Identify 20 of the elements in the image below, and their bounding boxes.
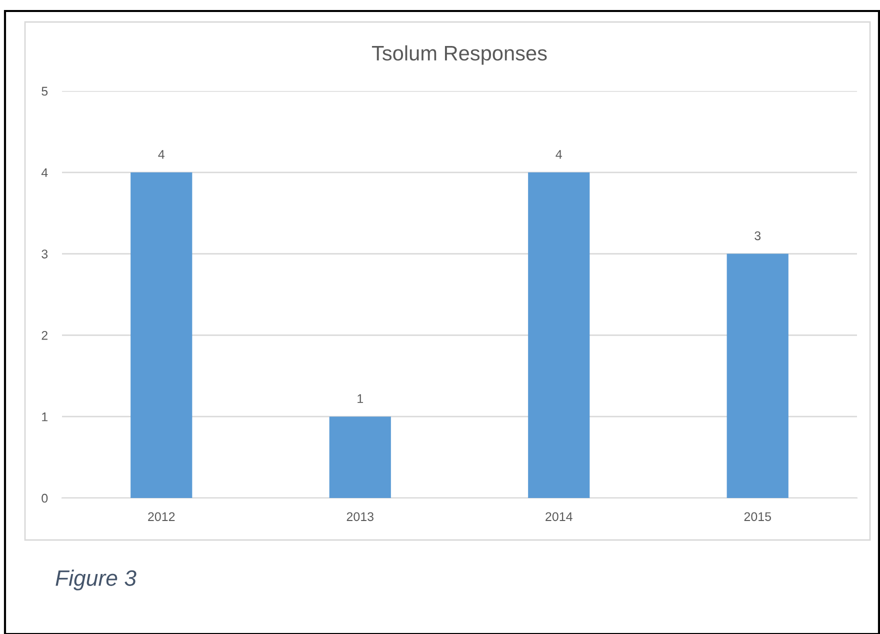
bar — [329, 416, 391, 498]
bar — [528, 172, 590, 498]
x-tick-label: 2014 — [546, 512, 572, 522]
chart-title: Tsolum Responses — [372, 45, 547, 65]
y-tick-label: 1 — [42, 412, 48, 422]
x-tick-label: 2013 — [346, 512, 374, 522]
data-label: 1 — [358, 394, 363, 403]
x-tick-label: 2012 — [148, 512, 175, 522]
bar — [726, 254, 788, 498]
data-label: 3 — [754, 231, 761, 240]
bar — [130, 172, 192, 498]
data-label: 4 — [158, 150, 164, 159]
data-label: 4 — [556, 150, 562, 159]
caption: Figure 3 — [56, 570, 136, 590]
y-tick-label: 0 — [42, 494, 48, 503]
y-tick-label: 4 — [41, 168, 48, 177]
y-tick-label: 5 — [42, 86, 48, 96]
y-tick-label: 2 — [42, 331, 48, 340]
y-tick-label: 3 — [42, 250, 48, 258]
x-tick-label: 2015 — [744, 512, 772, 522]
